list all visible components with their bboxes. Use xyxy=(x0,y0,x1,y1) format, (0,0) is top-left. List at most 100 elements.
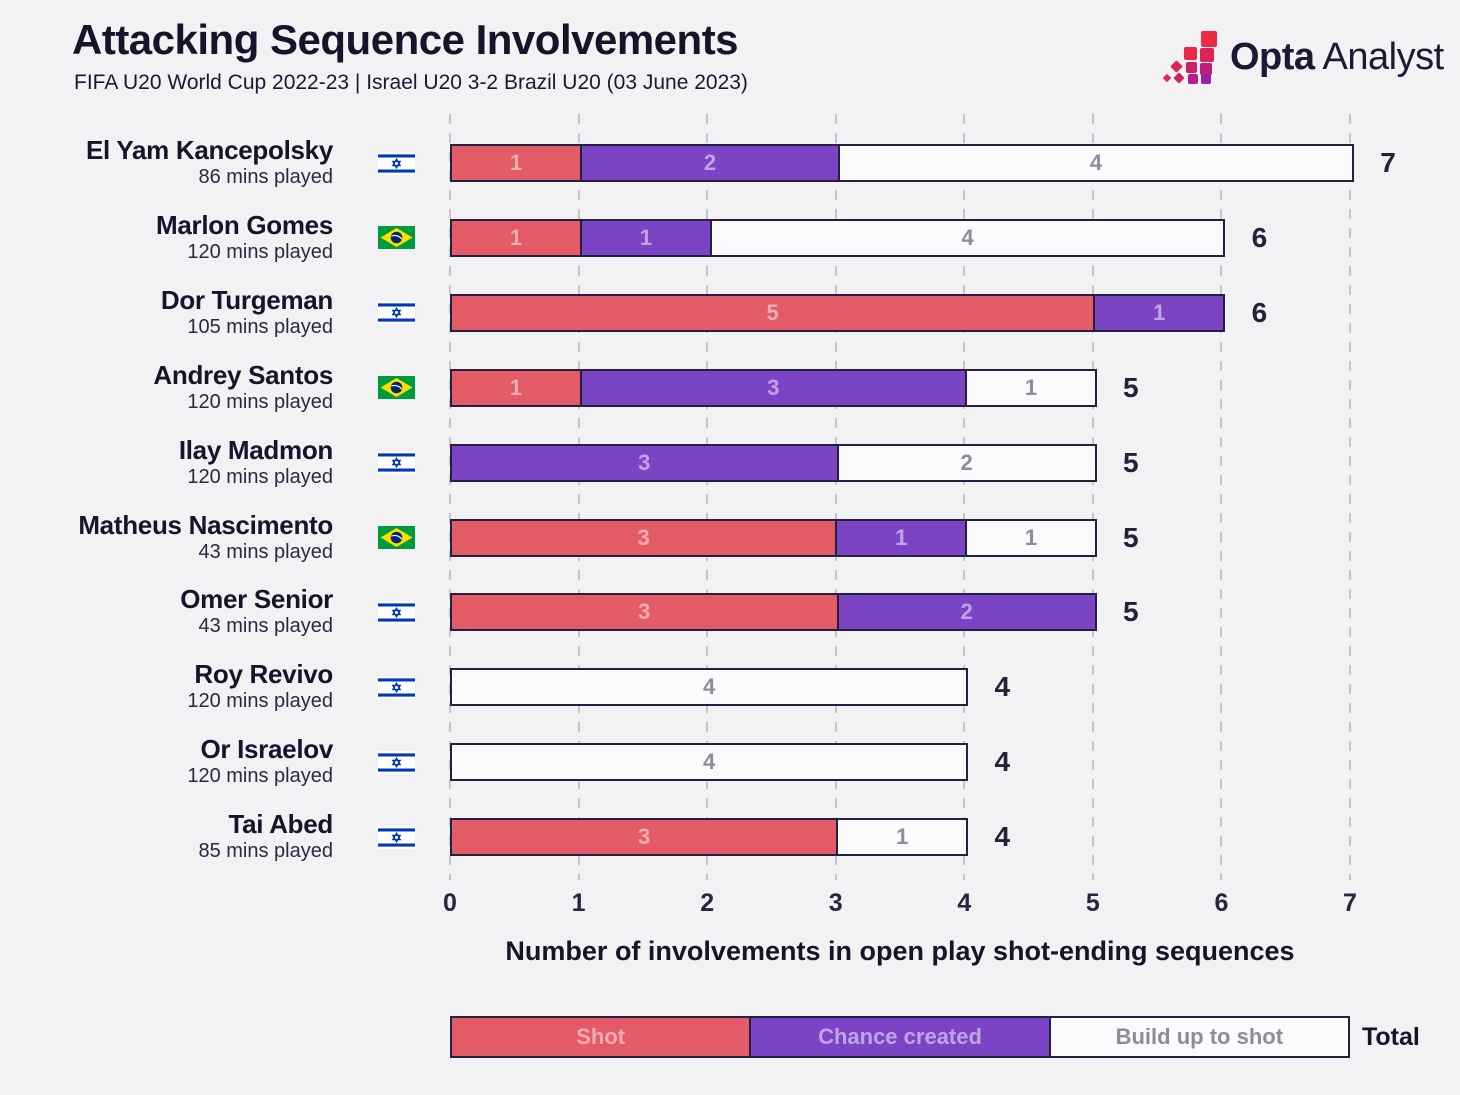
total-value: 6 xyxy=(1251,221,1268,253)
page-title: Attacking Sequence Involvements xyxy=(72,16,739,63)
flag-israel xyxy=(378,750,415,774)
bar-segment-build_up: 4 xyxy=(452,670,967,705)
legend: Shot Chance created Build up to shot xyxy=(450,1016,1350,1058)
flag-israel xyxy=(378,825,415,849)
flag-brazil xyxy=(378,526,415,549)
bar-segment-build_up: 1 xyxy=(965,520,1095,555)
legend-item-chance_created: Chance created xyxy=(749,1018,1049,1056)
player-row-label: Matheus Nascimento 43 mins played xyxy=(0,510,333,564)
player-name: Roy Revivo xyxy=(194,659,333,690)
player-mins: 120 mins played xyxy=(187,465,333,488)
player-mins: 120 mins played xyxy=(187,765,333,788)
player-name: Ilay Madmon xyxy=(178,434,333,465)
legend-total-label: Total xyxy=(1362,1023,1420,1051)
player-mins: 43 mins played xyxy=(198,615,333,638)
bar-segment-chance_created: 3 xyxy=(579,370,966,405)
player-name: Or Israelov xyxy=(200,734,333,765)
brazil-flag-icon xyxy=(378,226,415,250)
brazil-flag-icon xyxy=(378,376,415,400)
legend-item-build_up: Build up to shot xyxy=(1048,1018,1348,1056)
player-name: Andrey Santos xyxy=(153,359,333,390)
gridline-x1 xyxy=(577,114,580,880)
player-row-label: Omer Senior 43 mins played xyxy=(0,584,333,638)
gridline-x6 xyxy=(1220,114,1223,880)
x-tick-5: 5 xyxy=(1085,889,1100,917)
bar-segment-chance_created: 1 xyxy=(1093,295,1224,330)
gridline-x2 xyxy=(706,114,709,880)
total-value: 5 xyxy=(1123,596,1139,628)
player-row-label: El Yam Kancepolsky 86 mins played xyxy=(0,135,333,189)
bar-segment-chance_created: 2 xyxy=(580,146,838,180)
player-row-label: Ilay Madmon 120 mins played xyxy=(0,435,333,489)
bar-segment-build_up: 1 xyxy=(965,370,1095,405)
gridline-x3 xyxy=(834,114,837,880)
player-row-label: Andrey Santos 120 mins played xyxy=(0,360,333,414)
player-row-label: Or Israelov 120 mins played xyxy=(0,734,333,788)
player-name: Dor Turgeman xyxy=(160,284,333,315)
x-tick-3: 3 xyxy=(828,889,843,917)
total-value: 4 xyxy=(994,821,1011,853)
israel-flag-icon xyxy=(378,675,415,699)
total-value: 4 xyxy=(994,746,1011,778)
bar-segment-shot: 1 xyxy=(452,370,580,405)
x-tick-1: 1 xyxy=(571,889,586,917)
player-mins: 105 mins played xyxy=(187,315,333,338)
bar-segment-chance_created: 1 xyxy=(835,520,966,555)
total-value: 5 xyxy=(1123,521,1139,553)
player-mins: 43 mins played xyxy=(198,540,333,563)
israel-flag-icon xyxy=(378,600,415,624)
brand-analyst: Analyst xyxy=(1322,36,1445,78)
israel-flag-icon xyxy=(378,825,415,849)
total-value: 5 xyxy=(1123,371,1139,403)
flag-israel xyxy=(378,451,415,475)
player-row-label: Tai Abed 85 mins played xyxy=(0,809,333,863)
x-tick-0: 0 xyxy=(443,889,457,917)
player-name: Tai Abed xyxy=(228,809,334,840)
player-mins: 85 mins played xyxy=(198,840,333,863)
bar-segment-chance_created: 3 xyxy=(452,445,837,480)
opta-steps-icon xyxy=(1163,31,1217,84)
x-tick-7: 7 xyxy=(1343,889,1357,917)
player-mins: 86 mins played xyxy=(198,166,333,188)
x-axis-label: Number of involvements in open play shot… xyxy=(505,936,1295,966)
flag-brazil xyxy=(378,376,415,400)
x-tick-4: 4 xyxy=(957,889,972,917)
bar-segment-build_up: 4 xyxy=(838,146,1352,180)
total-value: 5 xyxy=(1123,446,1139,478)
brazil-flag-icon xyxy=(378,526,415,549)
player-name: Marlon Gomes xyxy=(156,209,333,240)
bar-segment-shot: 1 xyxy=(452,220,580,255)
bar-segment-build_up: 2 xyxy=(836,445,1095,480)
flag-israel xyxy=(378,151,415,175)
gridline-x0 xyxy=(449,114,451,880)
bar-segment-chance_created: 1 xyxy=(579,220,710,255)
total-value: 7 xyxy=(1380,147,1396,178)
israel-flag-icon xyxy=(378,451,415,475)
player-name: Omer Senior xyxy=(180,584,333,615)
stacked-bar: 4 xyxy=(450,743,969,782)
flag-israel xyxy=(378,301,415,325)
gridline-x7 xyxy=(1349,114,1351,880)
bar-segment-shot: 3 xyxy=(452,820,837,855)
player-row-label: Marlon Gomes 120 mins played xyxy=(0,210,333,264)
player-mins: 120 mins played xyxy=(187,240,333,263)
bar-segment-shot: 5 xyxy=(452,295,1094,330)
player-row-label: Roy Revivo 120 mins played xyxy=(0,659,333,713)
bar-segment-build_up: 4 xyxy=(452,745,967,780)
israel-flag-icon xyxy=(378,151,415,175)
bar-segment-shot: 3 xyxy=(452,520,836,555)
flag-brazil xyxy=(378,226,415,250)
flag-israel xyxy=(378,600,415,624)
brand-opta: Opta xyxy=(1230,36,1315,78)
gridline-x4 xyxy=(963,114,966,880)
gridline-x5 xyxy=(1091,114,1094,880)
player-name: El Yam Kancepolsky xyxy=(85,135,333,165)
bar-segment-shot: 1 xyxy=(452,146,580,180)
